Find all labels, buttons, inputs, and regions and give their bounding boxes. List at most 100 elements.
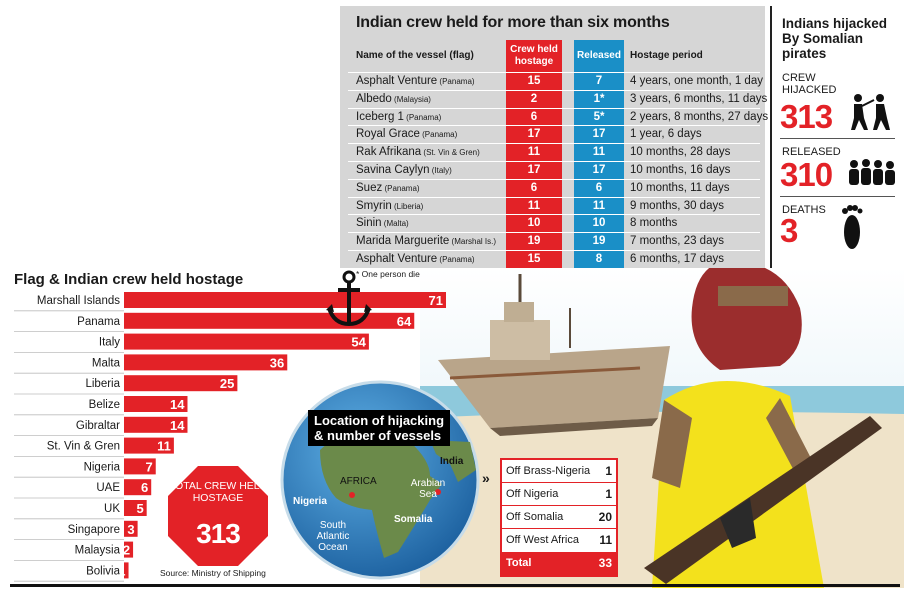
bar-value-label: 14 [170,418,185,433]
bar [124,541,134,558]
category-label: Panama [77,316,120,328]
location-total-label: Total [506,557,532,569]
column-header-period: Hostage period [630,50,703,61]
bar [124,396,188,412]
crew-held-value: 15 [527,75,541,87]
released-value: 19 [592,235,606,248]
hostage-period: 2 years, 8 months, 27 days [630,110,769,123]
released-value: 7 [595,75,603,87]
location-total-row: Total 33 [502,552,616,575]
map-label-india: India [440,456,464,467]
vessel-flag: (Marshal Is.) [449,237,496,247]
bar [124,520,138,537]
total-crew-label: TOTAL CREW HELD HOSTAGE [168,480,268,504]
table-row: Rak Afrikana (St. Vin & Gren) 11 11 10 mont… [348,143,760,161]
panel-divider [780,196,895,197]
location-name: Off Somalia [506,511,564,523]
pirates-panel-title: Indians hijacked By Somalian pirates [782,16,888,61]
vessel-name: Asphalt Venture (Panama) [356,75,475,87]
crew-held-value: 17 [527,164,541,176]
panel-divider [780,138,895,139]
category-label: Malaysia [75,545,121,557]
location-row: Off Brass-Nigeria 1 [502,460,616,483]
footprint-icon [842,205,863,249]
bar-value-label: 14 [170,397,185,412]
category-label: Nigeria [84,461,121,473]
released-value: 11 [592,146,606,159]
table-row: Asphalt Venture (Panama) 15 7 4 years, one … [348,72,763,90]
total-crew-badge: TOTAL CREW HELD HOSTAGE 313 [168,466,268,566]
table-row: Sinin (Malta) 10 10 8 months [348,214,760,232]
location-count: 1 [605,464,612,478]
map-label-nigeria: Nigeria [293,496,327,507]
hostage-table-panel: Indian crew held for more than six month… [340,6,769,279]
location-name: Off Brass-Nigeria [506,465,591,477]
category-label: Bolivia [86,565,120,577]
crew-held-value: 17 [527,128,541,141]
pirates-summary-panel: Indians hijacked By Somalian pirates CRE… [770,6,898,268]
bar-value-label: 25 [220,376,234,391]
location-count: 20 [598,510,612,524]
map-label-arabian-sea: Arabian Sea [410,478,446,500]
bar-value-label: 3 [127,522,134,537]
bar [124,437,174,454]
map-label-africa: AFRICA [340,476,377,487]
category-label: Italy [99,337,120,349]
hostage-period: 3 years, 6 months, 11 days [630,92,768,105]
category-label: UAE [96,482,120,494]
table-row: Marida Marguerite (Marshal Is.) 19 19 7 mon… [348,232,760,250]
table-row: Asphalt Venture (Panama) 15 8 6 months, 17 … [348,250,760,268]
vessel-name: Suez (Panama) [356,181,420,194]
hostage-period: 9 months, 30 days [630,199,724,212]
category-label: Belize [89,399,120,411]
bar-value-label: 6 [141,480,148,495]
column-header-vessel: Name of the vessel (flag) [356,50,474,61]
hostage-period: 10 months, 28 days [630,146,731,159]
vessel-name: Sinin (Malta) [356,217,409,230]
crew-held-value: 11 [527,146,541,159]
ship-pirate-illustration [420,268,904,588]
hostage-period: 10 months, 11 days [630,181,730,194]
released-value: 6 [595,181,603,194]
vessel-flag: (Panama) [382,183,420,193]
vessel-name: Albedo (Malaysia) [356,92,431,105]
vessel-name: Royal Grace (Panama) [356,128,458,141]
table-row: Smyrin (Liberia) 11 11 9 months, 30 days [348,196,760,215]
released-value: 310 [780,156,833,193]
location-name: Off Nigeria [506,488,559,500]
location-count: 11 [599,533,612,547]
crew-held-value: 2 [530,92,538,105]
bar [124,292,446,308]
bar [124,500,147,516]
location-rows: Off Brass-Nigeria 1 Off Nigeria 1 Off Somali… [502,460,616,552]
bar [124,354,288,371]
location-row: Off West Africa 11 [502,529,616,552]
source-note: Source: Ministry of Shipping [160,568,266,578]
bar [124,416,188,433]
map-label-somalia: Somalia [394,514,433,525]
location-table: Off Brass-Nigeria 1 Off Nigeria 1 Off Somali… [500,458,618,577]
vessel-flag: (Malaysia) [391,94,431,104]
bar [124,458,156,475]
category-label: Marshall Islands [37,295,120,307]
vessel-name: Savina Caylyn (Italy) [356,164,452,176]
vessel-name: Asphalt Venture (Panama) [356,253,475,265]
bar-value-label: 71 [429,293,443,308]
bar-chart-title: Flag & Indian crew held hostage [14,271,244,288]
bar-value-label: 5 [136,501,143,516]
vessel-flag: (Italy) [429,166,452,175]
released-column-band [574,72,624,268]
pirates-icon [851,94,890,130]
crew-held-value: 15 [527,253,541,265]
category-label: St. Vin & Gren [47,441,120,453]
crew-hijacked-value: 313 [780,98,833,135]
location-total-value: 33 [598,556,612,570]
map-label-atlantic: South Atlantic Ocean [316,520,350,553]
table-row: Albedo (Malaysia) 2 1* 3 years, 6 months, 1… [348,89,767,108]
vessel-flag: (Panama) [403,112,442,122]
released-value: 10 [592,217,606,230]
hostage-period: 10 months, 16 days [630,164,731,176]
table-row: Royal Grace (Panama) 17 17 1 year, 6 days [348,125,760,143]
total-crew-value: 313 [196,518,241,549]
